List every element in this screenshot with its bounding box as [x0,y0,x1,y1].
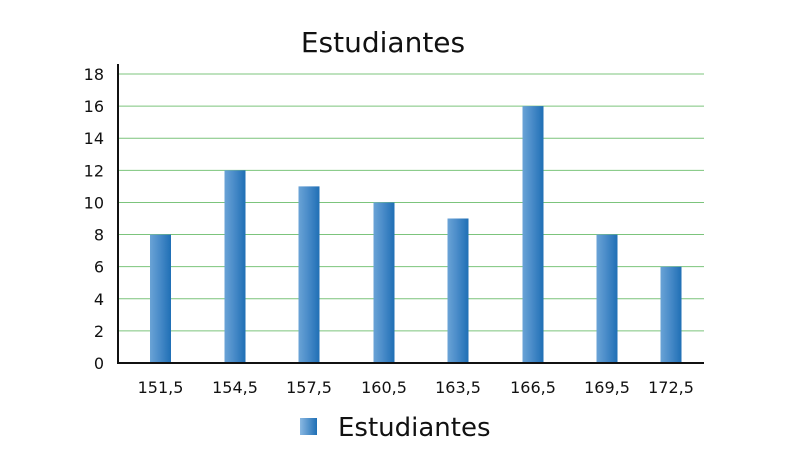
x-tick-label: 157,5 [286,378,332,397]
y-tick-label: 18 [84,65,104,84]
bars [150,106,682,363]
chart-title: Estudiantes [301,26,465,59]
x-tick-labels: 151,5 154,5 157,5 160,5 163,5 166,5 169,5 172,5 [138,378,694,397]
bar [298,186,320,363]
x-tick-label: 172,5 [648,378,694,397]
gridlines [118,73,704,332]
bar [373,202,395,363]
x-tick-label: 160,5 [361,378,407,397]
y-tick-label: 8 [94,226,104,245]
legend-label: Estudiantes [338,413,491,443]
legend: Estudiantes [300,413,491,443]
x-tick-label: 151,5 [138,378,184,397]
bar [224,170,246,363]
bar [447,218,469,363]
y-tick-label: 0 [94,354,104,373]
bar [660,266,682,363]
y-tick-label: 6 [94,258,104,277]
legend-swatch [300,418,317,435]
y-tick-label: 2 [94,322,104,341]
y-tick-labels: 0 2 4 6 8 10 12 14 16 18 [84,65,104,373]
bar [522,106,544,363]
y-tick-label: 4 [94,290,104,309]
x-tick-label: 166,5 [510,378,556,397]
y-tick-label: 12 [84,161,104,180]
x-tick-label: 163,5 [435,378,481,397]
bar [596,234,618,363]
x-tick-label: 154,5 [212,378,258,397]
y-tick-label: 14 [84,129,104,148]
y-tick-label: 10 [84,193,104,212]
bar [150,234,171,363]
x-tick-label: 169,5 [584,378,630,397]
axes [117,64,704,364]
y-tick-label: 16 [84,97,104,116]
